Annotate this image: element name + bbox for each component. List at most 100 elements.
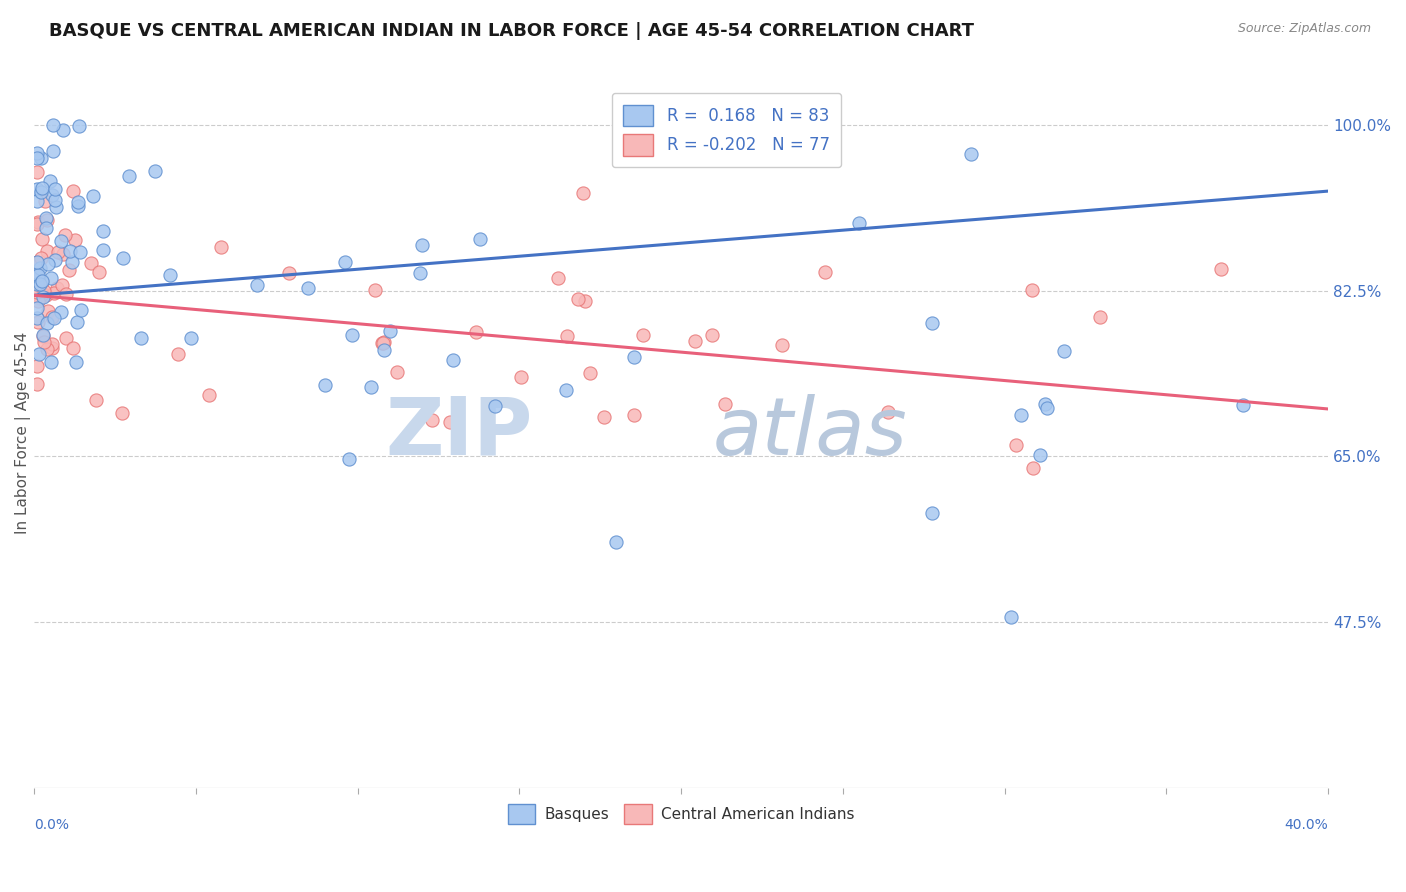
Point	[60, 255, 83, 269]
Point	[44, 252, 66, 267]
Point	[27, 277, 49, 291]
Point	[378, 324, 401, 338]
Point	[509, 370, 531, 384]
Point	[58, 263, 80, 277]
Point	[30, 185, 52, 199]
Point	[180, 330, 202, 344]
Point	[89, 265, 111, 279]
Point	[44, 286, 66, 301]
Point	[66, 195, 89, 210]
Point	[31, 287, 53, 301]
Point	[35, 343, 58, 357]
Point	[46, 281, 69, 295]
Point	[27, 165, 49, 179]
Point	[52, 123, 75, 137]
Point	[1005, 438, 1028, 452]
Point	[385, 365, 408, 379]
Point	[49, 305, 72, 319]
Point	[31, 232, 53, 246]
Point	[51, 247, 73, 261]
Point	[27, 254, 49, 268]
Point	[35, 220, 58, 235]
Point	[67, 120, 90, 134]
Point	[27, 217, 49, 231]
Point	[27, 268, 49, 282]
Point	[41, 271, 63, 285]
Point	[44, 193, 66, 207]
Point	[27, 301, 49, 315]
Point	[921, 316, 943, 330]
Point	[1053, 344, 1076, 359]
Point	[62, 184, 84, 198]
Point	[39, 354, 62, 368]
Point	[959, 147, 981, 161]
Point	[27, 254, 49, 268]
Point	[159, 268, 181, 282]
Point	[32, 285, 55, 299]
Point	[373, 343, 395, 357]
Point	[574, 293, 596, 308]
Point	[32, 328, 55, 343]
Point	[1021, 283, 1043, 297]
Point	[49, 234, 72, 248]
Point	[30, 251, 52, 265]
Point	[32, 328, 55, 343]
Point	[37, 316, 59, 330]
Point	[1088, 310, 1111, 325]
Point	[37, 244, 59, 258]
Point	[1029, 448, 1052, 462]
Point	[246, 278, 269, 293]
Point	[35, 288, 58, 302]
Point	[27, 215, 49, 229]
Point	[111, 406, 134, 420]
Point	[441, 352, 464, 367]
Point	[770, 338, 793, 352]
Point	[1211, 261, 1233, 276]
Point	[209, 240, 232, 254]
Point	[91, 224, 114, 238]
Point	[34, 335, 56, 350]
Point	[921, 506, 943, 520]
Point	[55, 286, 77, 301]
Point	[27, 359, 49, 373]
Point	[1021, 460, 1043, 475]
Text: BASQUE VS CENTRAL AMERICAN INDIAN IN LABOR FORCE | AGE 45-54 CORRELATION CHART: BASQUE VS CENTRAL AMERICAN INDIAN IN LAB…	[49, 22, 974, 40]
Point	[51, 277, 73, 292]
Point	[814, 265, 837, 279]
Point	[409, 266, 432, 280]
Point	[278, 266, 301, 280]
Point	[342, 328, 364, 343]
Point	[166, 347, 188, 361]
Point	[337, 451, 360, 466]
Point	[55, 331, 77, 345]
Point	[82, 189, 104, 203]
Point	[371, 336, 394, 351]
Point	[567, 292, 589, 306]
Point	[62, 342, 84, 356]
Point	[35, 211, 58, 226]
Point	[30, 277, 52, 291]
Text: 0.0%: 0.0%	[34, 818, 69, 832]
Point	[41, 341, 63, 355]
Point	[27, 145, 49, 160]
Point	[30, 291, 52, 305]
Legend: R =  0.168   N = 83, R = -0.202   N = 77: R = 0.168 N = 83, R = -0.202 N = 77	[612, 93, 841, 168]
Point	[27, 315, 49, 329]
Point	[66, 199, 89, 213]
Point	[198, 388, 221, 402]
Point	[28, 347, 51, 361]
Point	[112, 251, 135, 265]
Point	[420, 413, 443, 427]
Point	[31, 275, 53, 289]
Point	[41, 310, 63, 324]
Point	[45, 200, 67, 214]
Point	[27, 285, 49, 299]
Point	[91, 243, 114, 257]
Point	[32, 290, 55, 304]
Point	[27, 376, 49, 391]
Point	[34, 194, 56, 209]
Point	[1036, 401, 1059, 416]
Text: ZIP: ZIP	[385, 393, 533, 472]
Point	[578, 366, 600, 380]
Point	[46, 244, 69, 259]
